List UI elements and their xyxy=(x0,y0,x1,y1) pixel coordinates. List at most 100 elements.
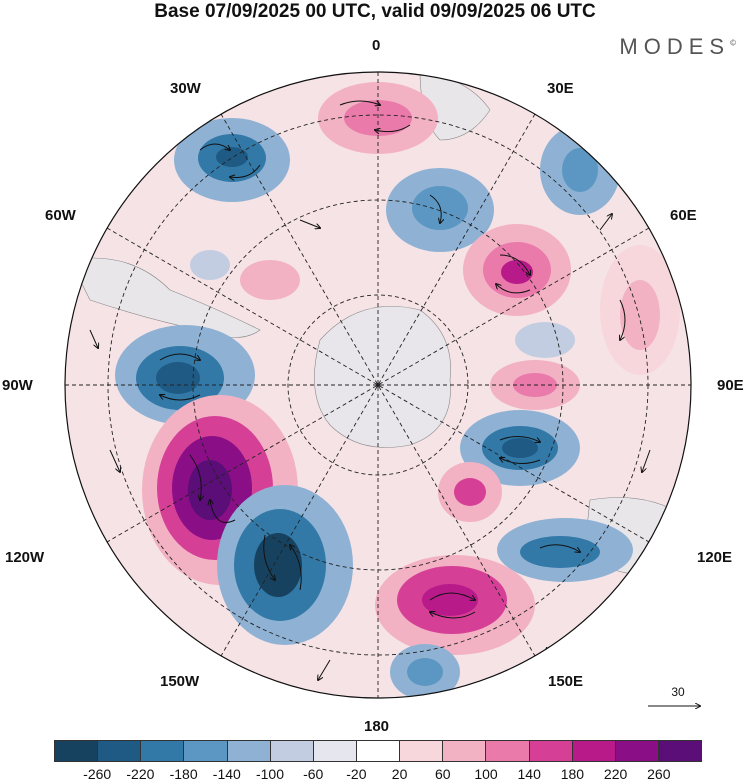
colorbar xyxy=(54,740,702,762)
lon-label-60w: 60W xyxy=(45,207,76,224)
wind-vector xyxy=(109,449,120,472)
high-anomaly xyxy=(620,280,660,350)
wind-vector xyxy=(429,194,441,223)
wind-vector xyxy=(496,284,531,294)
colorbar-tick-label: 260 xyxy=(647,766,671,782)
wind-vectors xyxy=(89,101,651,680)
meridian-line xyxy=(220,113,536,657)
colorbar-tick-label: 180 xyxy=(560,766,585,782)
wind-vector xyxy=(599,214,612,231)
lon-label-90w: 90W xyxy=(2,377,33,394)
lon-label-90e: 90E xyxy=(717,377,744,394)
colorbar-tick-label: -60 xyxy=(303,766,324,782)
colorbar-swatch xyxy=(658,741,702,761)
meridian-line xyxy=(106,227,650,543)
latitude-circle xyxy=(287,294,469,476)
colorbar-swatch xyxy=(615,741,659,761)
low-anomaly xyxy=(515,322,575,358)
colorbar-swatch xyxy=(443,741,487,761)
colorbar-tick-label: -220 xyxy=(126,766,155,782)
wind-vector xyxy=(499,254,530,275)
lon-label-30e: 30E xyxy=(547,80,574,97)
low-anomaly xyxy=(190,250,230,280)
graticule xyxy=(65,72,691,698)
lon-label-120w: 120W xyxy=(5,549,45,566)
colorbar-swatch xyxy=(400,741,444,761)
high-anomaly xyxy=(501,260,533,284)
lon-label-0: 0 xyxy=(372,37,381,54)
colorbar-tick-label: -100 xyxy=(255,766,285,782)
colorbar-tick-label: 60 xyxy=(435,766,451,782)
wind-vector xyxy=(89,329,98,348)
colorbar-tick-label: 20 xyxy=(391,766,408,782)
modes-logo: MODES© xyxy=(619,34,736,60)
brand-mark: © xyxy=(730,38,736,48)
wind-vector xyxy=(318,659,331,680)
low-anomaly xyxy=(562,148,598,192)
low-anomaly xyxy=(216,147,248,167)
latitude-circle xyxy=(192,199,564,571)
wind-vector xyxy=(430,612,476,619)
colorbar-ticks: -260 -220 -180 -140 -100 -60 -20 20 60 100 140 180 2… xyxy=(54,766,702,782)
map-disc xyxy=(65,72,691,698)
colorbar-tick-label: 220 xyxy=(603,766,628,782)
lon-label-30w: 30W xyxy=(170,80,201,97)
low-anomaly xyxy=(156,362,200,394)
wind-vector xyxy=(189,454,201,500)
wind-vector xyxy=(620,299,626,340)
wind-vector xyxy=(299,219,320,228)
colorbar-tick-label: 100 xyxy=(474,766,498,782)
wind-vector xyxy=(160,395,201,401)
high-anomaly xyxy=(188,460,232,520)
lon-label-60e: 60E xyxy=(670,207,697,224)
meridian-line xyxy=(106,227,650,543)
map-border xyxy=(64,71,692,699)
low-anomaly xyxy=(502,438,538,458)
colorbar-tick-label: -140 xyxy=(212,766,241,782)
lon-label-180: 180 xyxy=(364,718,390,735)
colorbar-swatch xyxy=(55,741,99,761)
colorbar-tick-label: 140 xyxy=(517,766,541,782)
wind-vector xyxy=(230,164,261,178)
low-anomaly xyxy=(520,536,600,568)
wind-vector xyxy=(263,534,275,580)
wind-vector xyxy=(210,500,236,523)
low-anomaly xyxy=(407,658,443,686)
colorbar-swatch xyxy=(98,741,142,761)
lon-label-150w: 150W xyxy=(160,673,200,690)
colorbar-swatch xyxy=(572,741,616,761)
wind-vector xyxy=(375,124,411,132)
wind-vector xyxy=(199,143,230,150)
lon-label-150e: 150E xyxy=(548,673,584,690)
colorbar-swatch xyxy=(529,741,573,761)
latitude-circle xyxy=(107,114,649,656)
wind-vector xyxy=(339,101,380,105)
reference-vector: 30 xyxy=(648,685,708,699)
colorbar-tick-label: -20 xyxy=(346,766,367,782)
high-anomaly xyxy=(240,260,300,300)
south-america-land xyxy=(69,257,261,338)
wind-vector xyxy=(499,436,540,442)
colorbar-tick-label: -180 xyxy=(169,766,198,782)
map-title: Base 07/09/2025 00 UTC, valid 09/09/2025… xyxy=(154,1,596,22)
colorbar-swatch xyxy=(184,741,228,761)
colorbar-swatch xyxy=(270,741,314,761)
wind-vector xyxy=(642,449,651,472)
wind-vector xyxy=(500,458,541,464)
wind-vector xyxy=(429,592,475,600)
colorbar-swatch xyxy=(486,741,530,761)
colorbar-swatch xyxy=(313,741,357,761)
wind-vector xyxy=(159,353,200,360)
colorbar-swatch xyxy=(356,741,401,761)
colorbar-swatch xyxy=(141,741,185,761)
high-anomaly xyxy=(454,478,486,506)
meridian-line xyxy=(220,113,536,657)
pole-marker xyxy=(376,383,380,387)
wind-vector xyxy=(290,545,302,591)
lon-label-120e: 120E xyxy=(697,549,733,566)
colorbar-tick-label: -260 xyxy=(83,766,112,782)
wind-vector xyxy=(539,544,580,552)
brand-name: MODES xyxy=(619,34,731,59)
high-anomaly xyxy=(422,584,478,616)
